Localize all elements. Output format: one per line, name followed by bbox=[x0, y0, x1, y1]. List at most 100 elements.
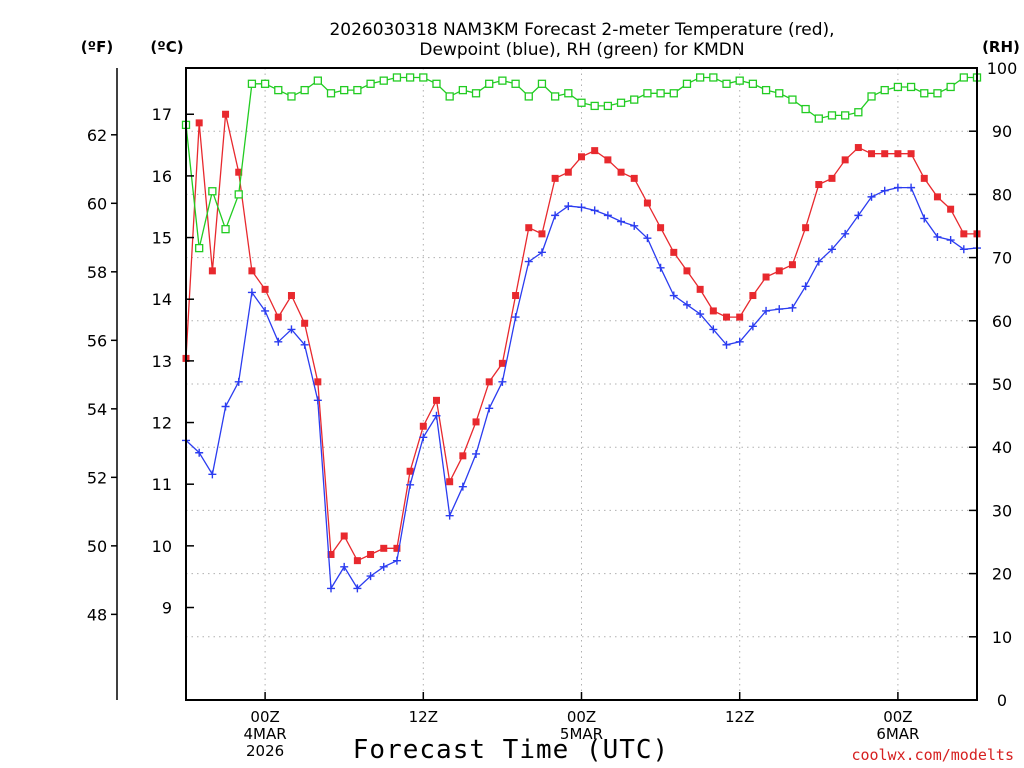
dewpoint-point bbox=[524, 257, 533, 266]
temperature-point bbox=[617, 168, 625, 176]
rh-point bbox=[748, 79, 758, 88]
dewpoint-point bbox=[893, 183, 902, 192]
x-tick-label: 6MAR bbox=[876, 725, 919, 743]
temperature-point bbox=[578, 153, 585, 161]
dewpoint-point bbox=[564, 202, 573, 211]
dewpoint-point bbox=[379, 562, 388, 571]
dewpoint-point bbox=[722, 340, 731, 349]
temperature-point bbox=[419, 422, 427, 430]
rh-point bbox=[300, 85, 309, 95]
temperature-point bbox=[828, 174, 836, 182]
dewpoint-point bbox=[933, 232, 942, 241]
temperature-point bbox=[353, 557, 361, 565]
dewpoint-point bbox=[353, 584, 362, 593]
rh-point bbox=[801, 104, 810, 114]
dewpoint-point bbox=[801, 282, 810, 291]
x-axis-title: Forecast Time (UTC) bbox=[353, 735, 669, 765]
rh-point bbox=[933, 89, 942, 98]
temperature-point bbox=[696, 285, 704, 293]
rh-tick-label: 90 bbox=[992, 122, 1012, 141]
rh-tick-label: 10 bbox=[992, 628, 1012, 647]
celsius-tick-label: 13 bbox=[152, 352, 172, 371]
rh-point bbox=[471, 89, 481, 98]
dewpoint-point bbox=[300, 340, 309, 349]
rh-tick-label: 60 bbox=[992, 312, 1012, 331]
grid-lines bbox=[186, 68, 977, 700]
dewpoint-point bbox=[682, 300, 691, 309]
temperature-point bbox=[235, 168, 243, 176]
rh-point bbox=[814, 114, 823, 123]
dewpoint-point bbox=[709, 325, 718, 334]
dewpoint-point bbox=[735, 337, 744, 346]
dewpoint-point bbox=[551, 211, 560, 220]
rh-unit-label: (RH) bbox=[982, 38, 1020, 56]
chart-title-line1: 2026030318 NAM3KM Forecast 2-meter Tempe… bbox=[329, 20, 834, 40]
dewpoint-point bbox=[762, 306, 771, 315]
dewpoint-point bbox=[748, 322, 757, 331]
rh-point bbox=[260, 79, 270, 88]
celsius-tick-label: 14 bbox=[152, 290, 172, 309]
rh-point bbox=[603, 101, 613, 111]
rh-point bbox=[669, 89, 678, 98]
temperature-point bbox=[432, 396, 440, 404]
fahrenheit-tick-label: 52 bbox=[87, 468, 107, 487]
fahrenheit-tick-label: 48 bbox=[87, 605, 107, 624]
dewpoint-point bbox=[234, 377, 243, 386]
rh-point bbox=[788, 95, 797, 104]
rh-tick-label: 20 bbox=[992, 565, 1012, 584]
dewpoint-point bbox=[458, 482, 467, 491]
rh-point bbox=[274, 85, 283, 95]
dewpoint-point bbox=[432, 411, 441, 420]
temperature-point bbox=[538, 230, 546, 238]
rh-point bbox=[445, 92, 454, 101]
dewpoint-point bbox=[445, 511, 454, 520]
temperature-point bbox=[630, 174, 638, 182]
celsius-tick-label: 15 bbox=[152, 229, 172, 248]
temperature-point bbox=[762, 273, 770, 281]
rh-point bbox=[709, 73, 718, 82]
temperature-point bbox=[287, 292, 295, 300]
rh-tick-label: 50 bbox=[992, 375, 1012, 394]
dewpoint-point bbox=[208, 470, 217, 479]
rh-point bbox=[893, 82, 903, 92]
dewpoint-point bbox=[498, 377, 507, 386]
dewpoint-point bbox=[814, 257, 823, 266]
temperature-point bbox=[670, 248, 678, 256]
dewpoint-point bbox=[617, 217, 626, 226]
temperature-point bbox=[657, 224, 665, 232]
celsius-tick-label: 16 bbox=[152, 167, 172, 186]
temperature-point bbox=[222, 110, 230, 118]
temperature-point bbox=[340, 532, 348, 540]
temperature-point bbox=[933, 193, 941, 201]
temperature-point bbox=[195, 119, 203, 127]
rh-point bbox=[498, 76, 507, 85]
temperature-point bbox=[920, 174, 928, 182]
temperature-point bbox=[525, 224, 533, 232]
dewpoint-point bbox=[340, 562, 349, 571]
rh-point bbox=[208, 187, 217, 196]
rh-point bbox=[590, 101, 599, 111]
temperature-point bbox=[208, 267, 216, 275]
temperature-point bbox=[907, 150, 915, 158]
rh-point bbox=[827, 111, 837, 120]
dewpoint-point bbox=[696, 310, 705, 319]
temperature-point bbox=[868, 150, 876, 158]
rh-point bbox=[577, 98, 586, 107]
rh-point bbox=[221, 225, 230, 234]
rh-point bbox=[313, 76, 322, 85]
rh-point bbox=[287, 92, 296, 101]
rh-point bbox=[867, 92, 876, 101]
temperature-point bbox=[248, 267, 256, 275]
fahrenheit-tick-label: 56 bbox=[87, 331, 107, 350]
rh-point bbox=[761, 85, 771, 95]
temperature-point bbox=[406, 467, 414, 475]
rh-point bbox=[537, 79, 547, 88]
temperature-point bbox=[643, 199, 651, 207]
temperature-point bbox=[960, 230, 968, 238]
rh-point bbox=[366, 79, 375, 88]
dewpoint-point bbox=[511, 313, 520, 322]
temperature-point bbox=[485, 378, 493, 386]
dewpoint-point bbox=[221, 402, 230, 411]
dewpoint-point bbox=[406, 480, 415, 489]
